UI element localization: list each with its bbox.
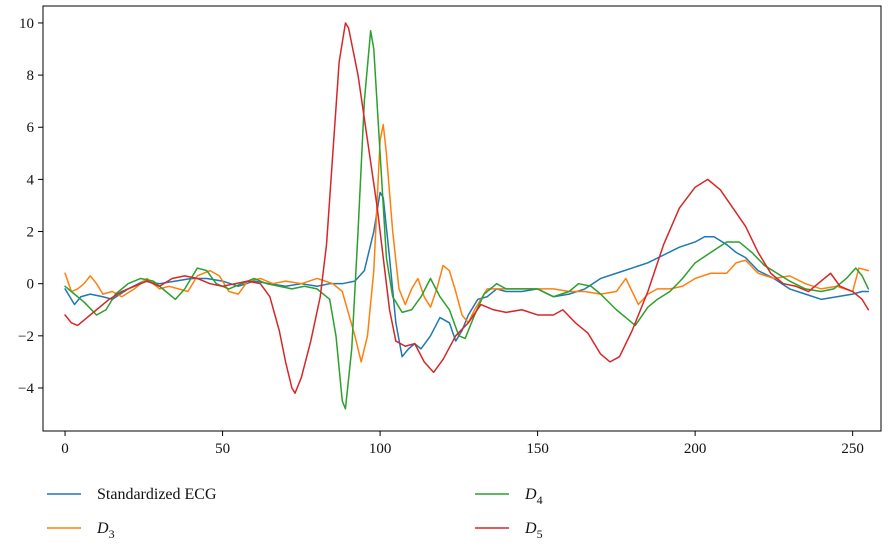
plot-area — [43, 6, 881, 431]
y-tick-label: −4 — [18, 381, 34, 397]
y-tick-label: 4 — [27, 172, 35, 188]
x-tick-label: 200 — [684, 441, 707, 457]
x-tick-label: 150 — [526, 441, 549, 457]
legend-label-0: Standardized ECG — [97, 486, 217, 503]
series-line-1 — [64, 123, 870, 363]
legend: Standardized ECG D3 D4 D5 — [47, 486, 543, 541]
y-tick-label: 0 — [27, 277, 35, 293]
x-tick-label: 250 — [841, 441, 864, 457]
legend-label-3: D5 — [524, 520, 543, 541]
y-axis: −4 −2 0 2 4 6 8 10 — [18, 16, 43, 397]
x-tick-label: 100 — [369, 441, 392, 457]
series-lines — [64, 22, 870, 410]
y-tick-label: 8 — [27, 68, 35, 84]
y-tick-label: 2 — [27, 225, 35, 241]
x-tick-label: 0 — [61, 441, 69, 457]
x-tick-label: 50 — [215, 441, 230, 457]
x-axis: 0 50 100 150 200 250 — [61, 431, 864, 457]
series-line-2 — [64, 30, 870, 410]
legend-label-1: D3 — [96, 520, 115, 541]
y-tick-label: 6 — [27, 120, 35, 136]
y-tick-label: −2 — [18, 329, 34, 345]
y-tick-label: 10 — [19, 16, 34, 32]
legend-label-2: D4 — [524, 486, 543, 507]
plot-frame — [42, 5, 882, 432]
series-line-3 — [64, 22, 870, 394]
